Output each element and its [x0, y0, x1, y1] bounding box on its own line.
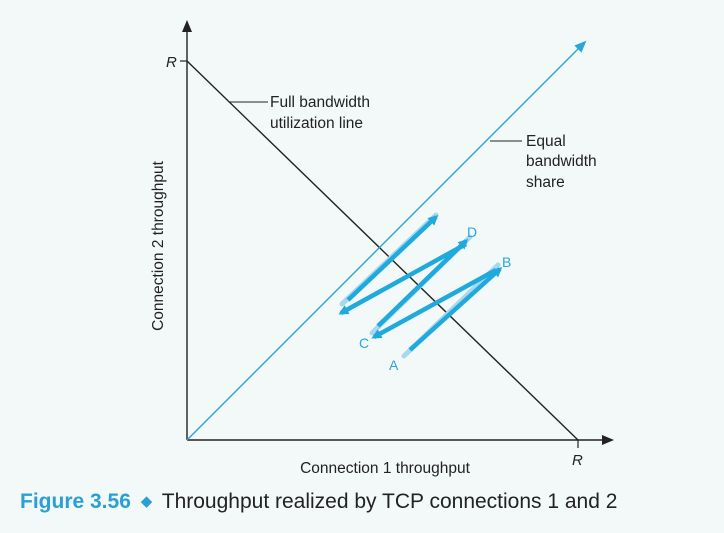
y-axis-r-label: R — [166, 54, 177, 71]
point-label-b: B — [502, 254, 511, 270]
equal-share-label-line3: share — [526, 174, 565, 191]
point-label-a: A — [389, 357, 399, 373]
figure-number: Figure 3.56 — [20, 490, 131, 513]
full-bandwidth-label-line1: Full bandwidth — [270, 94, 370, 111]
arrow-b-to-c — [371, 268, 498, 339]
arrow-d-down — [338, 242, 468, 315]
caption-text: Throughput realized by TCP connections 1… — [161, 490, 618, 513]
full-bandwidth-line — [186, 60, 579, 441]
figure-caption: Figure 3.56 ◆ Throughput realized by TCP… — [20, 490, 617, 514]
full-bandwidth-label-line2: utilization line — [270, 115, 363, 132]
arrow-c-to-d — [376, 238, 469, 328]
point-label-c: C — [359, 335, 369, 351]
diamond-icon: ◆ — [140, 493, 153, 510]
equal-share-line — [186, 40, 587, 441]
arrow-a-to-b — [408, 266, 503, 352]
equal-share-label-line2: bandwidth — [526, 153, 597, 170]
y-axis-title: Connection 2 throughput — [150, 160, 167, 330]
x-axis-title: Connection 1 throughput — [300, 460, 470, 477]
arrow-top-up — [346, 214, 439, 302]
equal-share-label-line1: Equal — [526, 133, 566, 150]
point-label-d: D — [467, 224, 477, 240]
x-axis-r-label: R — [572, 452, 583, 469]
